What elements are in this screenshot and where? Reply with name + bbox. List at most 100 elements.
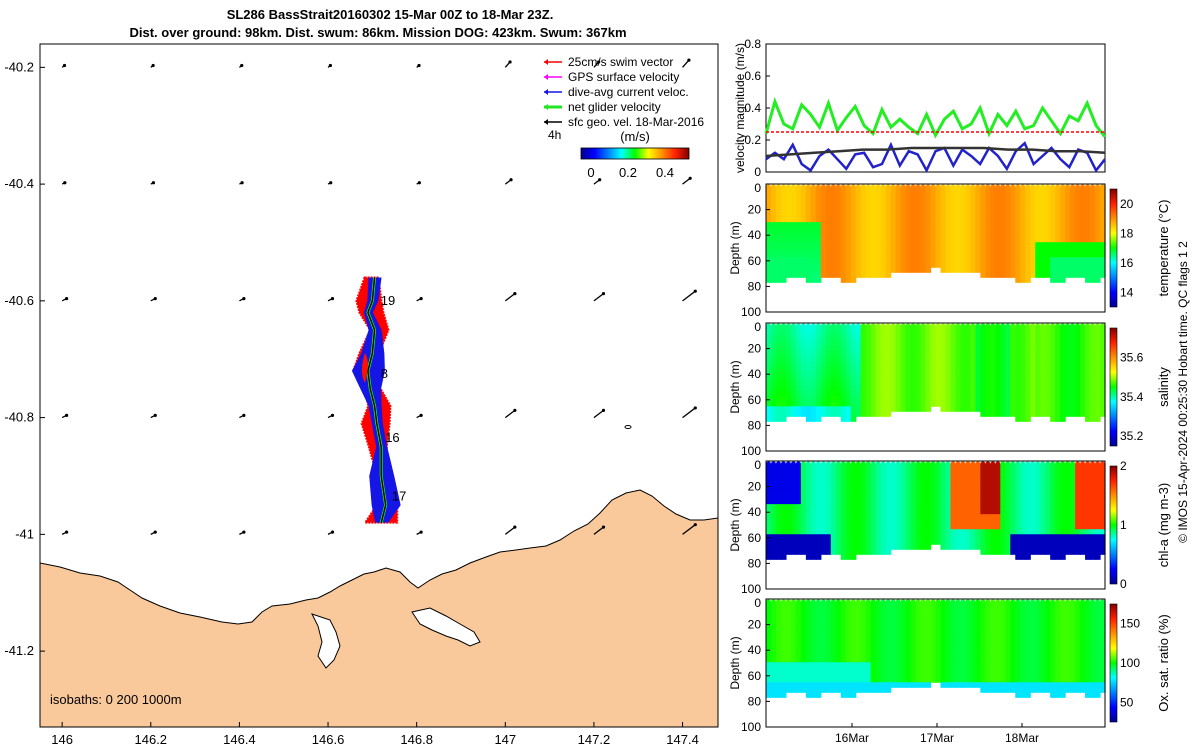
- section-cell: [885, 652, 892, 658]
- section-cell: [930, 519, 937, 525]
- section-cell: [1045, 232, 1051, 238]
- section-cell: [1060, 257, 1066, 263]
- section-cell: [975, 637, 981, 643]
- section-cell: [885, 499, 892, 505]
- section-cell: [865, 612, 872, 618]
- section-cell: [855, 539, 862, 545]
- section-cell: [1080, 212, 1086, 218]
- section-cell: [770, 602, 777, 608]
- section-cell: [900, 227, 907, 233]
- section-cell: [885, 682, 892, 688]
- section-cell: [930, 381, 937, 387]
- section-cell: [825, 376, 832, 382]
- section-cell: [1005, 411, 1011, 417]
- section-cell: [970, 371, 976, 377]
- section-surface-dot: [915, 323, 921, 329]
- section-cell: [1085, 326, 1091, 332]
- colorbar-tick-label: 2: [1120, 459, 1127, 473]
- section-cell: [805, 197, 812, 203]
- section-cell: [1040, 197, 1046, 203]
- section-cell: [990, 479, 996, 485]
- section-cell: [935, 351, 942, 357]
- velocity-series-line: [765, 146, 1106, 158]
- section-cell: [1020, 202, 1026, 208]
- section-cell: [865, 381, 872, 387]
- section-cell: [1060, 326, 1066, 332]
- section-cell: [950, 247, 957, 253]
- section-cell: [1070, 539, 1076, 545]
- section-cell: [920, 267, 927, 273]
- section-cell: [920, 632, 927, 638]
- section-cell: [775, 617, 782, 623]
- glider-track-line: [367, 277, 387, 523]
- section-cell: [870, 272, 877, 278]
- section-cell: [990, 504, 996, 510]
- section-cell: [1075, 489, 1081, 495]
- section-cell: [800, 232, 807, 238]
- section-cell: [1025, 549, 1031, 555]
- section-cell: [945, 464, 952, 470]
- section-cell: [766, 406, 772, 412]
- section-cell: [1045, 366, 1051, 372]
- section-cell: [945, 544, 952, 550]
- section-cell: [970, 652, 976, 658]
- section-cell: [780, 232, 787, 238]
- section-cell: [950, 212, 957, 218]
- section-cell: [790, 637, 797, 643]
- section-cell: [1080, 529, 1086, 535]
- section-cell: [770, 262, 777, 268]
- section-cell: [820, 351, 827, 357]
- section-cell: [935, 212, 942, 218]
- colorbar-tick-label: 0: [587, 165, 594, 180]
- section-cell: [885, 504, 892, 510]
- section-cell: [960, 677, 967, 683]
- section-cell: [880, 252, 887, 258]
- section-cell: [880, 484, 887, 490]
- geo-vector-head: [693, 523, 697, 527]
- section-cell: [945, 336, 952, 342]
- section-cell: [950, 544, 957, 550]
- section-cell: [950, 479, 957, 485]
- section-cell: [855, 617, 862, 623]
- section-cell: [1025, 212, 1031, 218]
- section-cell: [975, 647, 981, 653]
- section-cell: [1100, 509, 1106, 515]
- section-cell: [930, 672, 937, 678]
- section-cell: [1015, 494, 1021, 500]
- section-cell: [910, 667, 917, 673]
- section-cell: [790, 499, 797, 505]
- section-cell: [1040, 479, 1046, 485]
- section-cell: [830, 612, 837, 618]
- section-cell: [1025, 406, 1031, 412]
- section-cell: [825, 346, 832, 352]
- section-cell: [840, 554, 847, 560]
- section-cell: [1020, 212, 1026, 218]
- section-surface-dot: [795, 184, 801, 190]
- section-cell: [1005, 479, 1011, 485]
- section-cell: [1075, 499, 1081, 505]
- section-cell: [1045, 411, 1051, 417]
- section-cell: [845, 247, 852, 253]
- section-cell: [795, 267, 802, 273]
- section-cell: [915, 519, 922, 525]
- section-cell: [1040, 247, 1046, 253]
- section-cell: [915, 499, 922, 505]
- section-cell: [860, 519, 867, 525]
- section-cell: [910, 662, 917, 668]
- section-cell: [830, 197, 837, 203]
- section-cell: [820, 519, 827, 525]
- section-cell: [865, 667, 872, 673]
- section-cell: [950, 222, 957, 228]
- section-cell: [955, 242, 962, 248]
- section-cell: [985, 499, 991, 505]
- section-cell: [890, 509, 897, 515]
- section-surface-dot: [1080, 461, 1086, 467]
- section-cell: [766, 391, 772, 397]
- section-cell: [1020, 474, 1026, 480]
- section-cell: [830, 632, 837, 638]
- section-cell: [1050, 494, 1056, 500]
- section-cell: [1070, 356, 1076, 362]
- section-cell: [960, 247, 967, 253]
- section-cell: [950, 632, 957, 638]
